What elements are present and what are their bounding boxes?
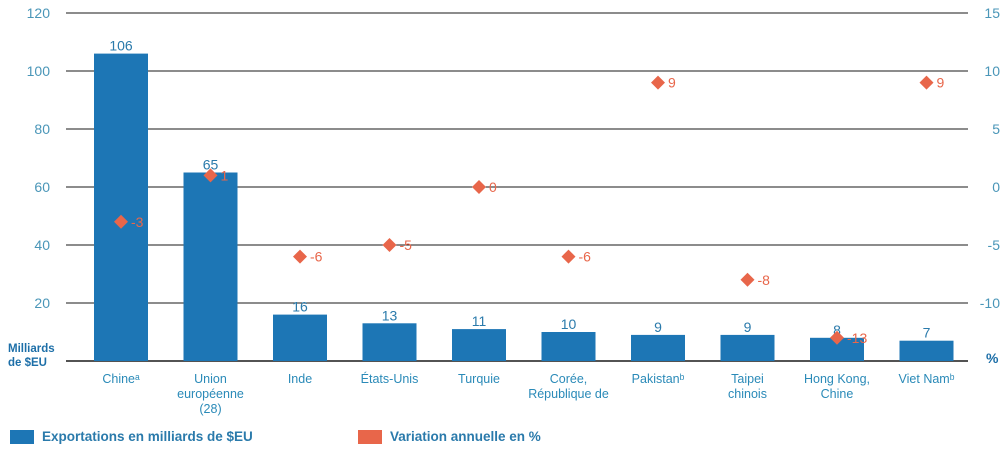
bar [899,340,954,361]
right-tick-label: 5 [992,121,1000,137]
bar [94,53,148,361]
right-tick-label: 0 [992,179,1000,195]
legend-point: Variation annuelle en % [358,429,541,444]
left-tick-label: 80 [34,121,50,137]
variation-value-label: -3 [131,214,144,230]
category-label-line: États-Unis [361,371,419,386]
variation-point [740,272,755,287]
y-left-axis-label: Milliards [8,343,55,355]
bar-value-label: 13 [382,307,398,323]
variation-point [293,249,307,264]
category-label-line: République de [528,387,609,401]
variation-value-label: 9 [937,75,945,91]
bar [362,323,417,361]
category-label: Chineᵃ [102,372,140,386]
category-label-line: Pakistanᵇ [632,372,685,386]
variation-value-label: 1 [221,167,229,183]
y-right-axis-label: % [986,350,999,366]
category-label-line: européenne [177,387,244,401]
bar-value-label: 16 [292,299,308,315]
bar [720,334,775,361]
category-label: Turquie [458,372,500,386]
variation-point [114,214,128,229]
bar-value-label: 7 [923,325,931,341]
variation-point [651,75,665,90]
left-tick-label: 60 [34,179,50,195]
variation-point [203,168,218,183]
bar [273,314,327,361]
category-label: Hong Kong, Chine [804,372,870,401]
category-label-line: Taipei [731,372,764,386]
category-label: Inde [288,372,312,386]
variation-value-label: -5 [400,237,413,253]
bar-value-label: 9 [654,319,662,335]
left-tick-label: 120 [27,5,51,21]
bar-value-label: 9 [744,319,752,335]
legend-point-label: Variation annuelle en % [390,429,541,444]
category-label: Union européenne (28) [177,372,244,416]
right-tick-label: 10 [984,63,1000,79]
bar [810,337,864,361]
category-label-line: chinois [728,387,767,401]
legend-bar-label: Exportations en milliards de $EU [42,429,253,444]
variation-point [561,249,576,264]
variation-value-label: 9 [668,75,676,91]
bar-value-label: 11 [472,313,487,329]
category-label-line: Chine [821,387,854,401]
category-label-line: Hong Kong, [804,372,870,386]
legend-point-swatch [358,429,382,444]
bar-value-label: 10 [561,316,577,332]
variation-value-label: 0 [489,179,497,195]
point-series: -3 1 -6 -5 0 -6 9 -8 -13 9 [114,75,945,346]
bar-value-label: 65 [203,157,219,173]
category-label: Viet Namᵇ [899,372,955,386]
left-tick-label: 40 [34,237,50,253]
y-left-axis-label: de $EU [8,357,47,369]
category-label-line: Turquie [458,372,500,386]
bar [452,329,506,361]
variation-value-label: -6 [310,249,323,265]
variation-value-label: -8 [758,272,771,288]
right-tick-label: -10 [980,295,1000,311]
category-label: Corée, République de [528,372,609,401]
variation-point [919,75,934,90]
left-tick-label: 100 [27,63,51,79]
left-tick-label: 20 [34,295,50,311]
category-label: Pakistanᵇ [632,372,685,386]
category-label-line: Chineᵃ [102,372,140,386]
right-tick-label: -5 [988,237,1001,253]
category-labels: Chineᵃ Union européenne (28) Inde États-Unis T… [102,371,954,416]
bar-value-label: 8 [833,322,841,338]
legend-bar: Exportations en milliards de $EU [10,429,253,444]
bar [541,332,596,361]
variation-value-label: -6 [579,249,592,265]
right-tick-label: 15 [984,5,1000,21]
category-label: États-Unis [361,371,419,386]
category-label-line: Inde [288,372,312,386]
variation-point [830,330,844,345]
category-label-line: Viet Namᵇ [899,372,955,386]
bar [183,172,238,361]
bar-value-label: 106 [109,38,133,54]
category-label-line: Union [194,372,227,386]
bar [631,334,685,361]
category-label: Taipei chinois [728,372,767,401]
category-label-line: (28) [199,402,221,416]
variation-point [472,180,486,194]
category-label-line: Corée, [550,372,588,386]
variation-point [382,238,397,252]
variation-value-label: -13 [847,330,867,346]
legend-bar-swatch [10,429,34,444]
